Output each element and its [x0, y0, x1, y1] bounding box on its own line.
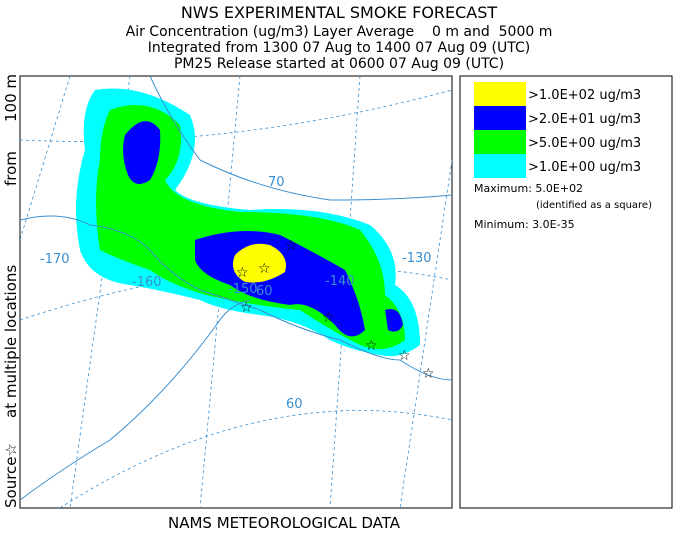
map-label: -150	[228, 282, 258, 297]
map-label: -140	[325, 274, 355, 289]
legend-label: >1.0E+00 ug/m3	[528, 160, 641, 175]
minimum: Minimum: 3.0E-35	[474, 218, 575, 231]
map-label: -130	[402, 251, 432, 266]
map-label: -170	[40, 252, 70, 267]
source-star: ☆	[398, 348, 411, 364]
side-label: Source☆ at multiple locations from 100 m	[2, 74, 20, 508]
legend-swatch	[474, 106, 526, 130]
side-text: at multiple locations	[2, 265, 20, 418]
source-star: ☆	[258, 261, 271, 277]
side-text: 100 m	[2, 74, 20, 122]
sources: ☆ ☆ ☆ ☆ ☆ ☆ ☆ ☆	[236, 238, 435, 382]
map: 70 -170 -160 -150 -140 -130 60 60 ☆ ☆ ☆ ☆ …	[19, 75, 453, 509]
legend: >1.0E+02 ug/m3 >2.0E+01 ug/m3 >5.0E+00 ug/…	[474, 82, 641, 178]
map-label: -160	[132, 275, 162, 290]
side-text: Source☆	[2, 443, 20, 508]
map-label: 60	[256, 284, 273, 299]
title: NWS EXPERIMENTAL SMOKE FORECAST	[181, 3, 498, 22]
legend-swatch	[474, 130, 526, 154]
map-label: 70	[268, 175, 285, 190]
plume	[76, 88, 420, 357]
source-star: ☆	[422, 366, 435, 382]
footer: NAMS METEOROLOGICAL DATA	[168, 514, 401, 532]
subtitle: Integrated from 1300 07 Aug to 1400 07 A…	[148, 40, 531, 56]
subtitle: Air Concentration (ug/m3) Layer Average …	[126, 24, 553, 40]
source-star: ☆	[236, 265, 249, 281]
map-label: 60	[286, 397, 303, 412]
source-star: ☆	[322, 310, 335, 326]
map-labels: 70 -170 -160 -150 -140 -130 60 60	[40, 175, 432, 412]
maximum-note: (identified as a square)	[536, 200, 652, 211]
source-star: ☆	[365, 338, 378, 354]
source-star: ☆	[285, 238, 298, 254]
source-star: ☆	[240, 300, 253, 316]
legend-label: >1.0E+02 ug/m3	[528, 88, 641, 103]
legend-swatch	[474, 154, 526, 178]
legend-label: >5.0E+00 ug/m3	[528, 136, 641, 151]
legend-swatch	[474, 82, 526, 106]
legend-label: >2.0E+01 ug/m3	[528, 112, 641, 127]
coastline	[20, 76, 452, 501]
subtitle: PM25 Release started at 0600 07 Aug 09 (…	[174, 56, 504, 72]
side-text: from	[2, 151, 20, 186]
maximum: Maximum: 5.0E+02	[474, 182, 583, 195]
